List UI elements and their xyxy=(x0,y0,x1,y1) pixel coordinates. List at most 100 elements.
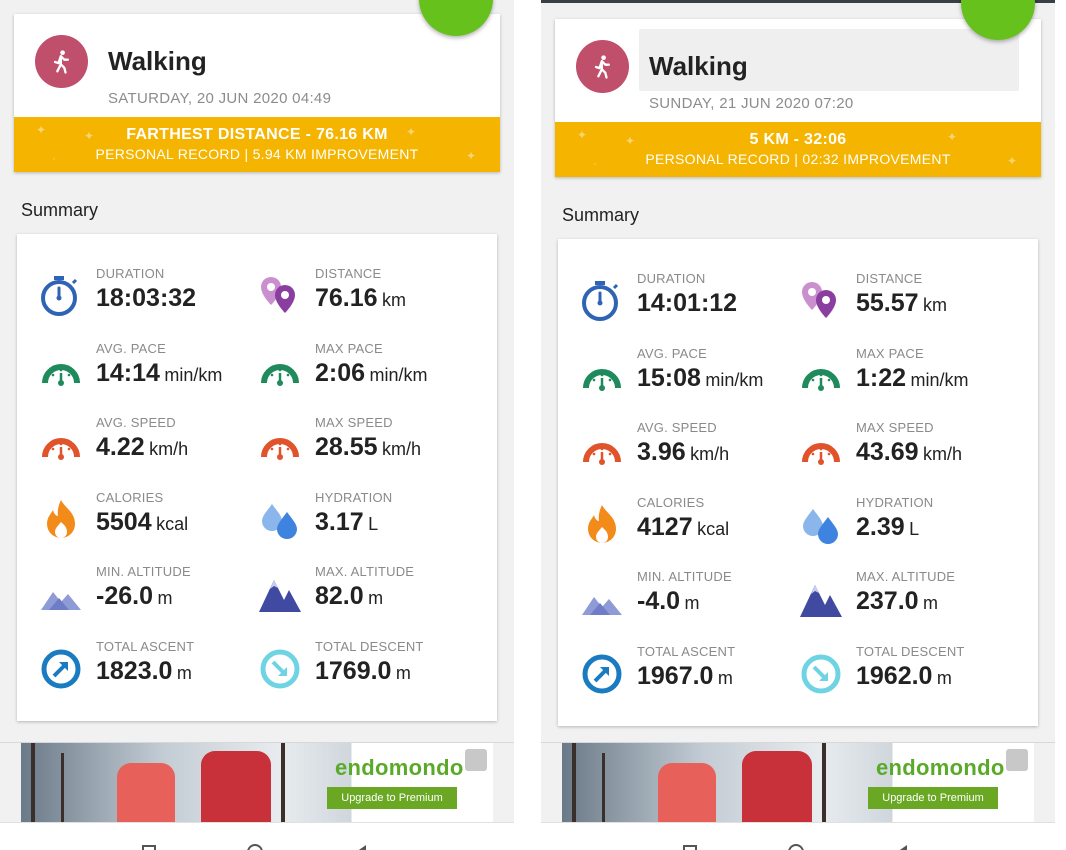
activity-date: SUNDAY, 21 JUN 2020 07:20 xyxy=(649,95,854,112)
stat-value: 43.69 xyxy=(856,438,919,466)
stat-total-ascent: TOTAL ASCENT 1823.0 m xyxy=(39,639,259,699)
stat-value: 55.57 xyxy=(856,289,919,317)
stat-label: HYDRATION xyxy=(315,489,393,505)
ad-banner[interactable]: endomondo Upgrade to Premium xyxy=(562,743,1034,823)
walking-icon xyxy=(589,53,617,81)
stat-value: 3.96 xyxy=(637,438,686,466)
workout-header-card[interactable]: Walking SUNDAY, 21 JUN 2020 07:20 ✦ ✦ · … xyxy=(555,19,1041,177)
stat-value: 2:06 xyxy=(315,358,366,387)
stat-label: DURATION xyxy=(96,266,165,281)
activity-avatar xyxy=(576,40,629,93)
stat-value-row: -26.0 m xyxy=(96,582,172,611)
stat-label: AVG. SPEED xyxy=(637,420,717,435)
record-subtitle: PERSONAL RECORD | 5.94 KM IMPROVEMENT xyxy=(95,146,419,162)
distance-pins-icon xyxy=(258,274,302,318)
sparkle-icon: ✦ xyxy=(36,123,47,137)
stat-max-altitude: MAX. ALTITUDE 82.0 m xyxy=(258,564,478,624)
stat-value-row: 5504 kcal xyxy=(96,508,188,537)
sparkle-icon: ✦ xyxy=(625,134,636,148)
stat-duration: DURATION 14:01:12 xyxy=(580,271,800,331)
stat-value-row: 4127 kcal xyxy=(637,513,729,542)
stat-label: MAX SPEED xyxy=(856,420,934,435)
stat-value: 1:22 xyxy=(856,363,907,392)
stat-value: 1967.0 xyxy=(637,661,714,690)
record-title: 5 KM - 32:06 xyxy=(749,131,847,148)
stat-unit: m xyxy=(936,667,952,688)
android-nav-bar xyxy=(541,822,1055,850)
ascent-arrow-icon xyxy=(580,652,624,696)
back-icon[interactable] xyxy=(352,843,370,850)
stat-avg-speed: AVG. SPEED 4.22 km/h xyxy=(39,415,259,475)
mountain-low-icon xyxy=(580,577,624,621)
summary-heading: Summary xyxy=(21,200,99,220)
stat-value: 4.22 xyxy=(96,433,145,461)
stat-unit: km xyxy=(382,290,407,310)
stat-label: MAX. ALTITUDE xyxy=(315,564,415,579)
endomondo-logo: endomondo xyxy=(335,755,464,780)
activity-title: Walking xyxy=(108,46,207,76)
stat-total-descent: TOTAL DESCENT 1769.0 m xyxy=(258,639,478,699)
stat-avg-speed: AVG. SPEED 3.96 km/h xyxy=(580,420,800,480)
recents-icon[interactable] xyxy=(140,843,158,850)
upgrade-premium-button[interactable]: Upgrade to Premium xyxy=(868,787,998,809)
activity-date: SATURDAY, 20 JUN 2020 04:49 xyxy=(108,90,332,107)
stat-unit: kcal xyxy=(697,518,730,539)
stat-avg-pace: AVG. PACE 15:08 min/km xyxy=(580,346,800,406)
stat-label: MAX PACE xyxy=(315,340,383,356)
stat-hydration: HYDRATION 2.39 L xyxy=(799,495,1019,555)
distance-pins-icon xyxy=(799,279,843,323)
stat-label: DISTANCE xyxy=(856,271,923,286)
workout-panel-left: Walking SATURDAY, 20 JUN 2020 04:49 ✦ ✦ … xyxy=(0,0,514,850)
stat-value: 1962.0 xyxy=(856,661,933,690)
stat-unit: m xyxy=(368,588,384,608)
stat-value: 82.0 xyxy=(315,582,364,610)
runner-woman-image xyxy=(117,763,175,823)
water-drops-icon xyxy=(258,498,302,542)
personal-record-banner[interactable]: ✦ ✦ · ✦ ✦ 5 KM - 32:06 PERSONAL RECORD |… xyxy=(555,122,1041,177)
stat-label: DISTANCE xyxy=(315,266,382,281)
water-drops-icon xyxy=(799,503,843,547)
stat-label: AVG. SPEED xyxy=(96,415,176,430)
workout-header-card[interactable]: Walking SATURDAY, 20 JUN 2020 04:49 ✦ ✦ … xyxy=(14,14,500,172)
stat-distance: DISTANCE 76.16 km xyxy=(258,266,478,326)
sparkle-icon: ✦ xyxy=(84,129,95,143)
sparkle-icon: · xyxy=(52,151,56,165)
stat-label: MIN. ALTITUDE xyxy=(637,569,732,584)
stat-label: MAX PACE xyxy=(856,345,924,361)
home-icon[interactable] xyxy=(787,843,805,850)
ad-banner[interactable]: endomondo Upgrade to Premium xyxy=(21,743,493,823)
stat-min-altitude: MIN. ALTITUDE -26.0 m xyxy=(39,564,259,624)
title-field[interactable] xyxy=(639,29,1019,91)
recents-icon[interactable] xyxy=(681,843,699,850)
stat-label: TOTAL DESCENT xyxy=(856,643,965,659)
stat-distance: DISTANCE 55.57 km xyxy=(799,271,1019,331)
stat-duration: DURATION 18:03:32 xyxy=(39,266,259,326)
stat-value: 28.55 xyxy=(315,433,378,461)
stat-value-row: 15:08 min/km xyxy=(637,364,763,393)
stat-value-row: 3.96 km/h xyxy=(637,438,729,467)
personal-record-banner[interactable]: ✦ ✦ · ✦ ✦ FARTHEST DISTANCE - 76.16 KM P… xyxy=(14,117,500,172)
runner-man-image xyxy=(742,751,812,823)
home-icon[interactable] xyxy=(246,843,264,850)
stat-label: HYDRATION xyxy=(856,494,934,510)
stat-value-row: 1:22 min/km xyxy=(856,364,969,393)
stat-value: 15:08 xyxy=(637,363,701,392)
ad-info-icon[interactable] xyxy=(1006,749,1028,771)
stat-max-altitude: MAX. ALTITUDE 237.0 m xyxy=(799,569,1019,629)
upgrade-premium-button[interactable]: Upgrade to Premium xyxy=(327,787,457,809)
sparkle-icon: · xyxy=(593,156,597,170)
stat-value-row: 14:14 min/km xyxy=(96,359,222,388)
stat-avg-pace: AVG. PACE 14:14 min/km xyxy=(39,341,259,401)
stat-value-row: 4.22 km/h xyxy=(96,433,188,462)
runner-woman-image xyxy=(658,763,716,823)
stat-calories: CALORIES 5504 kcal xyxy=(39,490,259,550)
back-icon[interactable] xyxy=(893,843,911,850)
stat-value: 2.39 xyxy=(856,512,905,541)
stat-max-pace: MAX PACE 2:06 min/km xyxy=(258,341,478,401)
stat-total-descent: TOTAL DESCENT 1962.0 m xyxy=(799,644,1019,704)
sparkle-icon: ✦ xyxy=(577,128,588,142)
stat-min-altitude: MIN. ALTITUDE -4.0 m xyxy=(580,569,800,629)
speed-gauge-icon xyxy=(39,423,83,467)
stat-calories: CALORIES 4127 kcal xyxy=(580,495,800,555)
ad-info-icon[interactable] xyxy=(465,749,487,771)
